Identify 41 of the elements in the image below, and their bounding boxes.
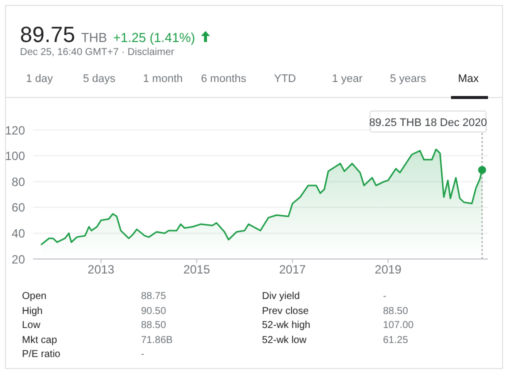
text: 52-wk low: [262, 334, 306, 346]
text: 52-wk high: [262, 320, 310, 331]
text: -: [141, 349, 144, 360]
text: +1.25 (1.41%): [113, 30, 196, 45]
y-tick-label: 20: [12, 252, 26, 266]
text: Mkt cap: [22, 334, 58, 346]
y-tick-label: 100: [4, 149, 26, 164]
text: 1 day: [26, 73, 53, 85]
text: Div yield: [262, 291, 300, 302]
x-tick-label: 2017: [279, 262, 306, 277]
text: 88.50: [383, 306, 408, 316]
text: Dec 25, 16:40 GMT+7 · Disclaimer: [20, 47, 174, 58]
text: 5 days: [83, 73, 116, 85]
text: 5 years: [390, 73, 426, 85]
text: 1 year: [332, 73, 363, 85]
text: High: [22, 306, 43, 316]
text: 90.50: [141, 306, 166, 316]
text: 1 month: [143, 73, 183, 85]
text: 89.75: [20, 22, 76, 48]
text: 6 months: [201, 73, 246, 85]
text: 107.00: [383, 320, 414, 331]
text: YTD: [274, 73, 296, 85]
x-tick-label: 2015: [183, 262, 210, 277]
y-tick-label: 120: [4, 123, 26, 138]
text: THB: [81, 30, 108, 45]
ref-line-label: 89.25 THB 18 Dec 2020: [369, 117, 488, 129]
text: Low: [22, 320, 40, 331]
x-tick-label: 2013: [88, 262, 115, 277]
y-tick-label: 80: [12, 174, 26, 189]
text: 88.50: [141, 320, 166, 331]
text: P/E ratio: [22, 349, 60, 360]
text: 71.86B: [141, 334, 173, 346]
text: 88.75: [141, 291, 166, 302]
text: Prev close: [262, 306, 309, 316]
text: -: [383, 291, 386, 302]
y-tick-label: 40: [12, 226, 26, 240]
y-tick-label: 60: [12, 200, 26, 215]
text: 61.25: [383, 334, 408, 346]
text: Open: [22, 291, 46, 302]
text: Max: [458, 73, 479, 85]
x-tick-label: 2019: [374, 262, 402, 277]
